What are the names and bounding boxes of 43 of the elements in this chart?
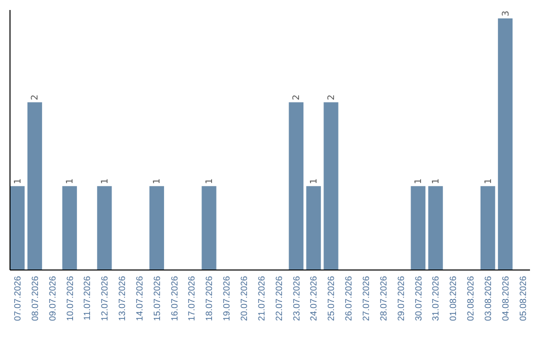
x-tick-label: 28.07.2026 <box>378 276 388 322</box>
x-tick-label: 04.08.2026 <box>500 276 510 322</box>
data-label: 1 <box>66 178 76 184</box>
data-label: 3 <box>501 10 512 16</box>
x-tick-label: 17.07.2026 <box>186 276 197 322</box>
x-tick-label: 29.07.2026 <box>396 276 406 322</box>
x-tick-label: 13.07.2026 <box>117 276 128 322</box>
x-tick-label: 14.07.2026 <box>134 276 144 322</box>
x-tick-label: 31.07.2026 <box>430 276 441 322</box>
data-label: 1 <box>152 178 163 184</box>
data-label: 1 <box>310 178 320 184</box>
x-tick-label: 02.08.2026 <box>466 276 476 322</box>
x-tick-label: 18.07.2026 <box>204 276 214 322</box>
data-label: 2 <box>30 94 41 100</box>
x-tick-label: 24.07.2026 <box>308 276 319 322</box>
x-tick-label: 16.07.2026 <box>169 276 180 322</box>
x-tick-label: 12.07.2026 <box>100 276 110 322</box>
data-label: 2 <box>326 94 337 100</box>
x-tick-label: 30.07.2026 <box>413 276 424 322</box>
x-tick-label: 07.07.2026 <box>12 276 22 322</box>
x-tick-label: 01.08.2026 <box>448 276 458 322</box>
x-tick-label: 22.07.2026 <box>274 276 284 322</box>
x-tick-label: 26.07.2026 <box>344 276 354 322</box>
x-tick-label: 15.07.2026 <box>152 276 162 322</box>
data-label: 1 <box>414 178 424 184</box>
x-tick-label: 21.07.2026 <box>256 276 266 322</box>
data-label: 1 <box>100 178 110 184</box>
data-label: 1 <box>205 178 216 184</box>
x-tick-label: 10.07.2026 <box>64 276 75 322</box>
x-tick-label: 20.07.2026 <box>239 276 250 322</box>
x-tick-label: 09.07.2026 <box>47 276 58 322</box>
x-tick-label: 25.07.2026 <box>326 276 336 322</box>
x-tick-label: 05.08.2026 <box>518 276 528 322</box>
x-tick-label: 23.07.2026 <box>291 276 302 322</box>
data-label: 2 <box>292 94 302 100</box>
x-tick-label: 11.07.2026 <box>82 276 92 320</box>
data-label: 1 <box>484 178 494 184</box>
x-tick-label: 08.07.2026 <box>30 276 40 322</box>
x-tick-label: 27.07.2026 <box>360 276 371 322</box>
data-label: 1 <box>13 178 24 184</box>
data-label: 1 <box>432 178 442 184</box>
x-tick-label: 19.07.2026 <box>222 276 232 322</box>
x-tick-label: 03.08.2026 <box>482 276 493 322</box>
